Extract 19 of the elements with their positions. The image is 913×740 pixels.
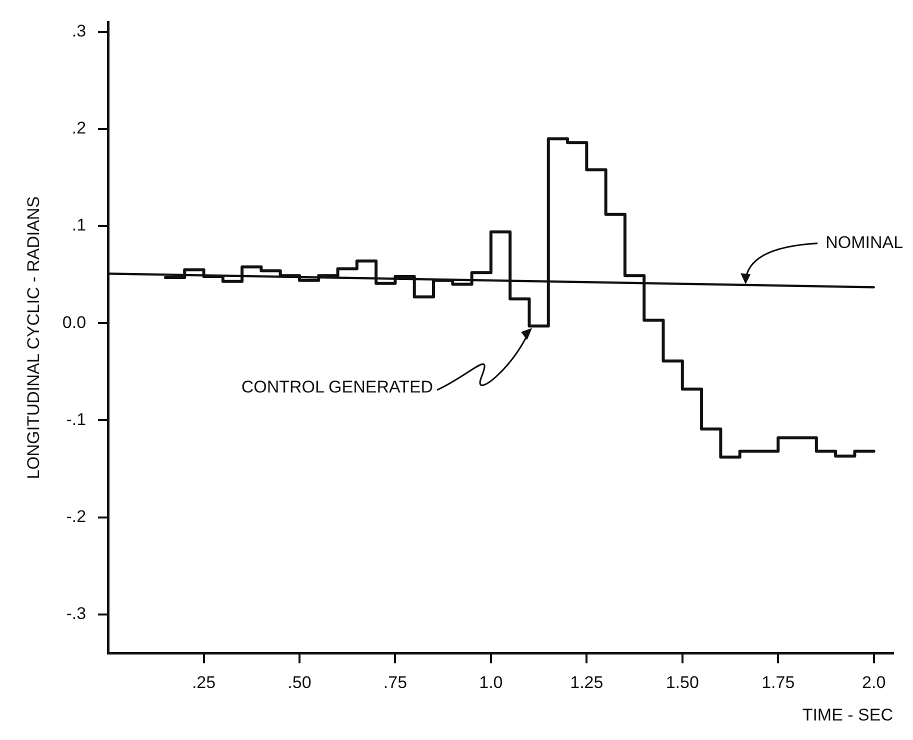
y-axis-title: LONGITUDINAL CYCLIC - RADIANS xyxy=(24,196,43,480)
y-tick-label: -.3 xyxy=(66,604,86,624)
y-tick-label: .1 xyxy=(72,216,86,235)
x-tick-label: 2.0 xyxy=(862,673,886,692)
y-tick-label: .3 xyxy=(72,22,86,41)
y-tick-label: 0.0 xyxy=(62,312,86,332)
y-tick-label: .2 xyxy=(72,118,86,138)
x-tick-label: .50 xyxy=(288,673,312,692)
y-tick-label: -.2 xyxy=(66,506,86,526)
x-axis-title: TIME - SEC xyxy=(802,705,893,724)
annotation: CONTROL GENERATED xyxy=(241,378,434,397)
y-tick-label: -.1 xyxy=(66,410,86,429)
x-tick-label: .75 xyxy=(383,673,408,692)
x-tick-label: 1.75 xyxy=(762,673,795,692)
x-tick-label: .25 xyxy=(192,673,216,692)
x-tick-label: 1.0 xyxy=(479,673,503,692)
x-tick-label: 1.25 xyxy=(570,673,604,692)
annotation: NOMINAL xyxy=(826,232,904,252)
x-tick-label: 1.50 xyxy=(666,673,699,692)
